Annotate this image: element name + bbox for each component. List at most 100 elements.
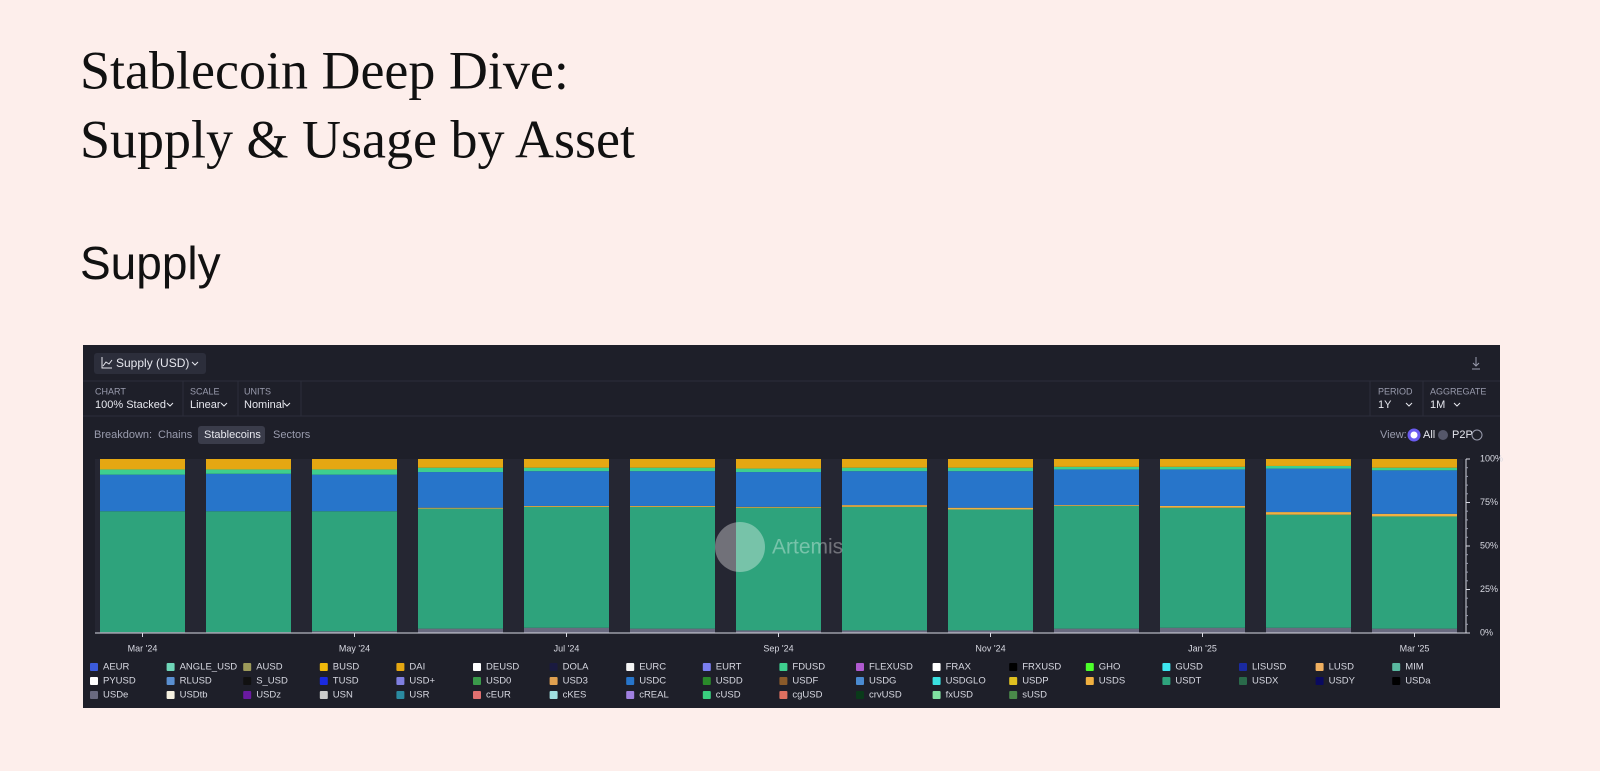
bar-segment bbox=[100, 459, 185, 470]
legend-swatch bbox=[1315, 663, 1324, 671]
legend-swatch bbox=[1392, 677, 1401, 685]
legend-label: LUSD bbox=[1329, 662, 1354, 673]
metric-button[interactable] bbox=[94, 353, 206, 374]
control-value[interactable]: Nominal bbox=[244, 399, 284, 411]
legend-swatch bbox=[1085, 663, 1094, 671]
legend-label: DOLA bbox=[563, 662, 590, 673]
legend-swatch bbox=[1315, 677, 1324, 685]
watermark-text: Artemis bbox=[772, 536, 843, 559]
bar-segment bbox=[1372, 628, 1457, 633]
control-value[interactable]: 1Y bbox=[1378, 399, 1392, 411]
bar-segment bbox=[630, 459, 715, 468]
legend-swatch bbox=[1009, 691, 1018, 699]
legend-label: MIM bbox=[1405, 662, 1424, 673]
bar-segment bbox=[312, 474, 397, 512]
bar-segment bbox=[948, 471, 1033, 508]
bar-segment bbox=[842, 467, 927, 472]
legend-swatch bbox=[90, 691, 98, 699]
bar-segment bbox=[524, 505, 609, 507]
breakdown-option[interactable]: Chains bbox=[158, 429, 193, 441]
legend-label: USDX bbox=[1252, 676, 1279, 687]
legend-swatch bbox=[1085, 677, 1094, 685]
legend-label: AUSD bbox=[256, 662, 283, 673]
title: Stablecoin Deep Dive: bbox=[80, 40, 569, 100]
legend-label: cREAL bbox=[639, 690, 669, 701]
x-tick-label: Jul '24 bbox=[554, 643, 580, 653]
legend-label: BUSD bbox=[333, 662, 360, 673]
bar-segment bbox=[100, 511, 185, 633]
chevron bbox=[191, 361, 199, 366]
y-tick-label: 100% bbox=[1480, 453, 1503, 463]
legend-swatch bbox=[1239, 677, 1247, 685]
y-tick-label: 25% bbox=[1480, 584, 1498, 594]
x-tick-label: Mar '24 bbox=[128, 643, 158, 653]
bar-segment bbox=[1266, 627, 1351, 633]
bar-segment bbox=[312, 511, 397, 632]
radio-selected[interactable] bbox=[1407, 428, 1421, 442]
watermark: Artemis bbox=[715, 522, 843, 572]
breakdown-option[interactable]: Sectors bbox=[273, 429, 311, 441]
bar-segment bbox=[100, 474, 185, 512]
bar-segment bbox=[206, 459, 291, 470]
legend-label: FLEXUSD bbox=[869, 662, 913, 673]
legend-label: LISUSD bbox=[1252, 662, 1286, 673]
breakdown-option[interactable]: Stablecoins bbox=[204, 429, 261, 441]
bar-segment bbox=[206, 511, 291, 633]
legend-swatch bbox=[932, 691, 941, 699]
legend-label: USD0 bbox=[486, 676, 511, 687]
bar-segment bbox=[206, 473, 291, 512]
legend-label: USDS bbox=[1099, 676, 1125, 687]
legend-swatch bbox=[932, 663, 941, 671]
bar-segment bbox=[1266, 459, 1351, 466]
bar-segment bbox=[948, 630, 1033, 633]
legend-swatch bbox=[932, 677, 941, 685]
chevron bbox=[166, 402, 1461, 407]
legend-swatch bbox=[319, 663, 328, 671]
bar-segment bbox=[1372, 459, 1457, 468]
legend-swatch bbox=[549, 691, 558, 699]
legend-label: FDUSD bbox=[792, 662, 825, 673]
view-option[interactable]: All bbox=[1423, 429, 1435, 441]
control-value[interactable]: 1M bbox=[1430, 399, 1445, 411]
legend-swatch bbox=[243, 663, 252, 671]
view-option[interactable]: P2P bbox=[1452, 429, 1473, 441]
legend-label: cgUSD bbox=[792, 690, 822, 701]
bar-segment bbox=[948, 467, 1033, 472]
watermark-logo bbox=[715, 522, 765, 572]
control-label: PERIOD bbox=[1378, 386, 1413, 396]
bar-segment bbox=[524, 459, 609, 468]
control-value[interactable]: 100% Stacked bbox=[95, 399, 166, 411]
legend-swatch bbox=[549, 663, 558, 671]
bar-segment bbox=[736, 630, 821, 633]
legend-swatch bbox=[856, 663, 864, 671]
bar-segment bbox=[1372, 513, 1457, 517]
legend-swatch bbox=[473, 677, 481, 685]
y-tick-label: 75% bbox=[1480, 497, 1498, 507]
chart-icon bbox=[101, 357, 113, 369]
legend-label: cKES bbox=[563, 690, 587, 701]
title: Supply & Usage by Asset bbox=[80, 109, 635, 169]
legend-label: GUSD bbox=[1175, 662, 1203, 673]
legend-label: cUSD bbox=[716, 690, 741, 701]
bar-segment bbox=[948, 507, 1033, 510]
legend-label: USDa bbox=[1405, 676, 1431, 687]
metric-button-label[interactable]: Supply (USD) bbox=[116, 356, 189, 370]
legend-label: USD3 bbox=[563, 676, 588, 687]
legend-swatch bbox=[1239, 663, 1247, 671]
legend-label: EURC bbox=[639, 662, 666, 673]
y-tick-label: 0% bbox=[1480, 627, 1493, 637]
legend-label: USDP bbox=[1022, 676, 1048, 687]
bar-segment bbox=[1266, 514, 1351, 628]
legend-swatch bbox=[1162, 677, 1171, 685]
bar-segment bbox=[1054, 459, 1139, 467]
control-value[interactable]: Linear bbox=[190, 399, 221, 411]
bar-segment bbox=[842, 630, 927, 633]
legend-swatch bbox=[702, 691, 711, 699]
download-icon[interactable] bbox=[1472, 357, 1480, 370]
legend-swatch bbox=[1009, 677, 1018, 685]
legend-label: USDG bbox=[869, 676, 896, 687]
bar-segment bbox=[736, 472, 821, 507]
bar-segment bbox=[312, 459, 397, 470]
legend-label: TUSD bbox=[333, 676, 359, 687]
radio[interactable] bbox=[1438, 430, 1448, 440]
